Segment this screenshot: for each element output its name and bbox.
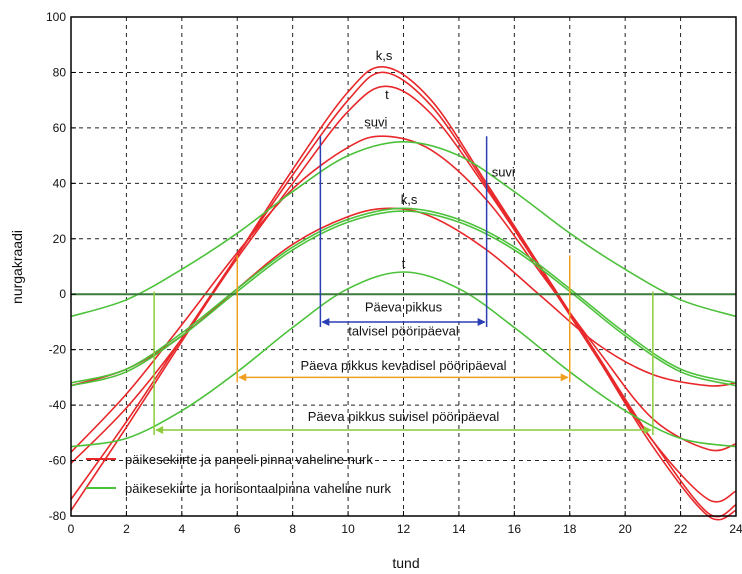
x-tick-label: 18 xyxy=(563,522,577,536)
y-tick-label: -80 xyxy=(49,509,67,523)
series-line-panel-2 xyxy=(70,85,737,503)
y-tick-label: -20 xyxy=(49,343,67,357)
x-tick-label: 0 xyxy=(68,522,75,536)
arrow-left-icon xyxy=(238,373,247,382)
series-line-horizontal-5 xyxy=(70,140,737,318)
curve-label: k,s xyxy=(401,192,418,207)
x-tick-label: 10 xyxy=(341,522,355,536)
arrow-left-icon xyxy=(155,426,164,435)
y-tick-label: -40 xyxy=(49,398,67,412)
y-axis-title: nurgakraadi xyxy=(9,230,25,304)
x-tick-label: 8 xyxy=(289,522,296,536)
x-tick-label: 20 xyxy=(618,522,632,536)
marker-label: Päeva pikkus xyxy=(365,300,443,315)
curve-label: suvi xyxy=(364,115,387,130)
curve-label: suvi xyxy=(492,164,515,179)
marker-label: Päeva pikkus suvisel pööripäeval xyxy=(308,409,500,424)
series-line-horizontal-7 xyxy=(70,210,737,387)
arrow-left-icon xyxy=(321,317,330,326)
series-line-horizontal-8 xyxy=(70,271,737,448)
arrow-right-icon xyxy=(643,426,652,435)
y-tick-label: 60 xyxy=(53,121,67,135)
x-tick-label: 4 xyxy=(178,522,185,536)
x-tick-label: 16 xyxy=(508,522,522,536)
x-tick-label: 14 xyxy=(452,522,466,536)
day-length-marker: Päeva pikkus talvisel pööripäeval xyxy=(319,136,488,338)
legend-label: päikesekiirte ja horisontaalpinna vaheli… xyxy=(125,481,391,496)
x-axis-title: tund xyxy=(392,555,419,571)
y-tick-label: -60 xyxy=(49,454,67,468)
marker-label: talvisel pööripäeval xyxy=(348,323,459,338)
axes: 0 2 4 6 8 10 12 14 16 18 20 22 24-80-60-40-200204060… xyxy=(46,10,742,536)
legend-label: päikesekiirte ja paneeli pinna vaheline … xyxy=(125,452,373,467)
arrow-right-icon xyxy=(477,317,486,326)
x-tick-label: 22 xyxy=(674,522,688,536)
curve-label: t xyxy=(385,87,389,102)
x-tick-label: 12 xyxy=(397,522,411,536)
y-tick-label: 40 xyxy=(53,176,67,190)
series-line-horizontal-6 xyxy=(70,207,737,384)
series-line-panel-3 xyxy=(70,135,737,453)
y-tick-label: 80 xyxy=(53,65,67,79)
series-lines xyxy=(70,66,737,521)
arrow-right-icon xyxy=(560,373,569,382)
annotations: k,s t suvi suvi k,s t xyxy=(364,48,515,271)
y-tick-label: 0 xyxy=(59,287,66,301)
day-length-marker: Päeva pikkus kevadisel pööripäeval xyxy=(236,255,571,383)
x-tick-label: 24 xyxy=(729,522,742,536)
day-length-marker: Päeva pikkus suvisel pööripäeval xyxy=(153,291,654,436)
marker-label: Päeva pikkus kevadisel pööripäeval xyxy=(301,358,507,373)
y-tick-label: 20 xyxy=(53,232,67,246)
curve-label: k,s xyxy=(376,48,393,63)
y-tick-label: 100 xyxy=(46,10,66,24)
curve-label: t xyxy=(402,256,406,271)
x-tick-label: 6 xyxy=(234,522,241,536)
x-tick-label: 2 xyxy=(123,522,130,536)
legend: päikesekiirte ja paneeli pinna vaheline … xyxy=(86,452,391,496)
